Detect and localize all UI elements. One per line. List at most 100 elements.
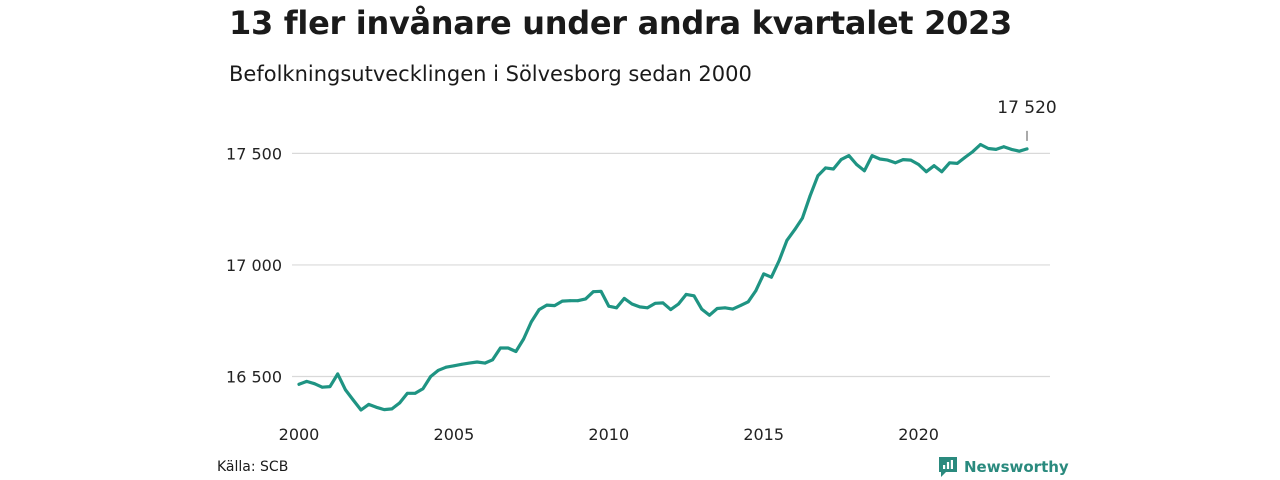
data-point <box>901 158 905 162</box>
chart-subtitle: Befolkningsutvecklingen i Sölvesborg sed… <box>229 62 752 86</box>
data-point <box>932 164 936 168</box>
data-point <box>607 304 611 308</box>
data-point <box>522 337 525 341</box>
data-point <box>421 387 425 391</box>
y-tick-label: 16 500 <box>226 368 282 387</box>
gridlines <box>292 152 1050 378</box>
chart-title: 13 fler invånare under andra kvartalet 2… <box>229 4 1012 42</box>
data-point <box>591 290 595 294</box>
data-point <box>615 306 618 310</box>
data-point <box>537 308 541 311</box>
data-point <box>863 169 866 173</box>
data-point <box>344 388 347 392</box>
data-point <box>909 158 913 162</box>
data-point <box>468 361 471 365</box>
data-point <box>452 364 456 368</box>
x-tick-label: 2020 <box>898 425 939 444</box>
data-point <box>948 161 951 165</box>
data-point <box>793 228 797 232</box>
data-point <box>692 294 696 298</box>
x-tick-label: 2005 <box>434 425 475 444</box>
data-point <box>499 346 502 350</box>
data-point <box>855 163 858 166</box>
data-point <box>437 368 440 372</box>
y-tick-label: 17 500 <box>226 144 282 163</box>
data-point <box>413 391 417 395</box>
data-point <box>971 150 975 154</box>
data-point <box>475 360 479 364</box>
data-point <box>336 372 340 376</box>
data-point <box>483 361 487 365</box>
data-point <box>955 162 959 165</box>
data-point <box>305 380 309 383</box>
data-point <box>940 170 944 174</box>
data-point <box>638 305 642 309</box>
data-point <box>584 297 587 301</box>
data-point <box>832 167 835 171</box>
data-point <box>375 405 378 409</box>
data-point <box>746 300 750 304</box>
data-point <box>770 275 773 279</box>
data-point <box>529 320 533 324</box>
data-point <box>886 158 889 162</box>
data-point <box>661 301 665 305</box>
data-point <box>460 362 463 366</box>
data-point <box>491 358 494 362</box>
data-point <box>878 157 882 161</box>
data-point <box>754 289 758 292</box>
data-points <box>297 143 1029 412</box>
data-point <box>669 308 673 311</box>
data-point <box>320 385 324 389</box>
data-point <box>313 382 316 386</box>
data-point <box>924 170 928 174</box>
data-point <box>715 307 719 310</box>
data-point <box>506 346 510 350</box>
data-point <box>870 154 874 158</box>
data-point <box>808 194 812 198</box>
x-tick-label: 2000 <box>279 425 320 444</box>
data-point <box>762 272 766 276</box>
data-point <box>328 385 332 388</box>
data-point <box>553 304 556 307</box>
data-point <box>677 302 680 306</box>
x-tick-label: 2010 <box>588 425 629 444</box>
data-point <box>893 161 897 165</box>
newsworthy-logo-icon <box>939 457 957 477</box>
data-point <box>731 307 735 311</box>
data-point <box>847 154 851 158</box>
data-point <box>545 303 549 307</box>
data-point <box>816 174 820 178</box>
data-point <box>382 408 386 411</box>
data-point <box>1002 145 1006 149</box>
data-point <box>560 299 564 303</box>
data-point <box>653 301 657 305</box>
data-point <box>963 156 967 159</box>
data-point <box>777 259 781 262</box>
data-point <box>406 391 409 395</box>
data-point <box>785 239 789 242</box>
data-point <box>359 408 363 412</box>
data-point <box>801 216 804 220</box>
data-point <box>1025 147 1029 151</box>
data-point <box>429 375 433 378</box>
data-point <box>398 401 402 405</box>
y-axis-ticks: 16 500 17 000 17 500 <box>226 144 282 386</box>
y-tick-label: 17 000 <box>226 256 282 275</box>
data-point <box>684 293 688 296</box>
data-point <box>568 299 572 303</box>
newsworthy-logo-text: Newsworthy <box>964 458 1069 476</box>
data-point <box>824 166 827 170</box>
data-point <box>739 304 742 307</box>
data-point <box>622 297 626 300</box>
data-point <box>646 306 649 310</box>
data-point <box>994 148 998 151</box>
source-note: Källa: SCB <box>217 459 289 475</box>
data-point <box>297 382 301 386</box>
data-point <box>444 365 448 369</box>
data-point <box>576 299 580 303</box>
data-point <box>1010 148 1013 151</box>
data-point <box>599 289 603 293</box>
data-point <box>979 143 982 146</box>
x-axis-ticks: 2000 2005 2010 2015 2020 <box>279 425 939 444</box>
